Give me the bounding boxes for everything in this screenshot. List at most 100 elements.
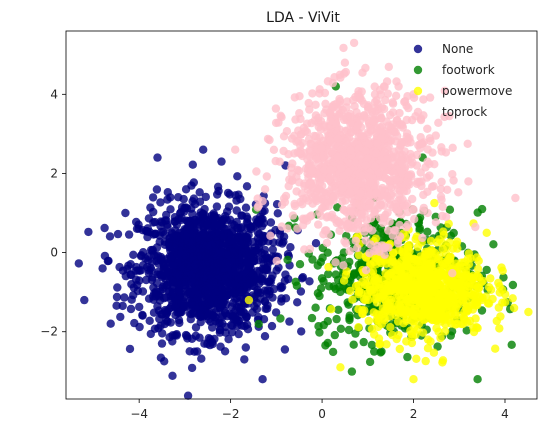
data-point (296, 114, 305, 124)
data-point (197, 354, 206, 363)
data-point (150, 324, 160, 333)
data-point (353, 220, 363, 229)
data-point (379, 201, 388, 210)
data-point (323, 77, 333, 86)
data-point (332, 314, 341, 324)
data-point (425, 134, 434, 143)
data-point (465, 316, 475, 326)
data-point (373, 274, 383, 283)
data-point (497, 263, 506, 272)
data-point (243, 237, 253, 247)
data-point (158, 284, 167, 294)
data-point (287, 163, 296, 172)
data-point (395, 232, 405, 241)
data-point (230, 279, 239, 288)
data-point (253, 203, 262, 212)
data-point (258, 375, 267, 384)
data-point (394, 286, 403, 295)
data-point (357, 171, 367, 180)
data-point (464, 249, 474, 258)
data-point (234, 329, 243, 339)
data-point (376, 227, 385, 237)
data-point (209, 278, 218, 287)
data-point (302, 119, 312, 128)
data-point (429, 348, 439, 357)
data-point (283, 255, 292, 264)
data-point (386, 110, 395, 120)
data-point (372, 294, 381, 303)
x-axis: −4 −2 0 2 4 (130, 399, 509, 421)
data-point (145, 316, 154, 325)
data-point (373, 139, 382, 148)
data-point (372, 149, 381, 158)
data-point (436, 184, 446, 194)
data-point (491, 344, 500, 353)
data-point (448, 170, 457, 179)
data-point (292, 187, 301, 196)
data-point (276, 314, 285, 323)
data-point (486, 274, 495, 283)
data-point (319, 320, 328, 330)
series-none (74, 145, 321, 400)
data-point (314, 193, 323, 202)
data-point (417, 281, 426, 290)
data-point (437, 290, 446, 299)
data-point (317, 204, 327, 213)
data-point (414, 289, 424, 298)
data-point (168, 371, 177, 380)
data-point (306, 139, 315, 148)
data-point (373, 126, 382, 135)
data-point (456, 311, 465, 320)
data-point (434, 118, 443, 128)
data-point (272, 256, 281, 266)
data-point (365, 357, 375, 367)
data-point (126, 304, 136, 314)
data-point (222, 225, 231, 234)
data-point (148, 257, 157, 266)
data-point (176, 291, 185, 301)
data-point (381, 210, 390, 220)
data-point (369, 308, 378, 317)
data-point (185, 265, 194, 274)
data-point (426, 236, 436, 246)
data-point (156, 198, 165, 207)
data-point (395, 108, 404, 118)
data-point (388, 256, 397, 266)
data-point (365, 276, 375, 286)
data-point (399, 187, 408, 196)
data-point (222, 216, 231, 225)
data-point (199, 214, 209, 223)
data-point (80, 295, 89, 305)
data-point (364, 316, 373, 326)
data-point (450, 315, 459, 324)
data-point (322, 213, 331, 222)
data-point (267, 321, 277, 331)
data-point (297, 274, 307, 283)
data-point (477, 306, 487, 315)
data-point (210, 230, 219, 239)
data-point (84, 227, 93, 237)
data-point (275, 157, 284, 166)
data-point (423, 227, 432, 236)
data-point (413, 325, 422, 334)
data-point (429, 182, 438, 191)
data-point (234, 241, 244, 251)
data-point (390, 226, 399, 235)
data-point (271, 104, 281, 113)
data-point (130, 318, 139, 328)
data-point (319, 277, 328, 286)
data-point (188, 278, 197, 287)
data-point (495, 324, 504, 333)
data-point (187, 363, 197, 373)
data-point (382, 340, 391, 349)
data-point (460, 258, 469, 267)
data-point (419, 95, 428, 104)
scatter-points (74, 38, 533, 400)
data-point (395, 265, 404, 274)
data-point (355, 116, 365, 125)
data-point (473, 264, 483, 273)
data-point (486, 285, 496, 294)
data-point (290, 93, 299, 102)
data-point (336, 73, 345, 82)
data-point (241, 343, 250, 352)
